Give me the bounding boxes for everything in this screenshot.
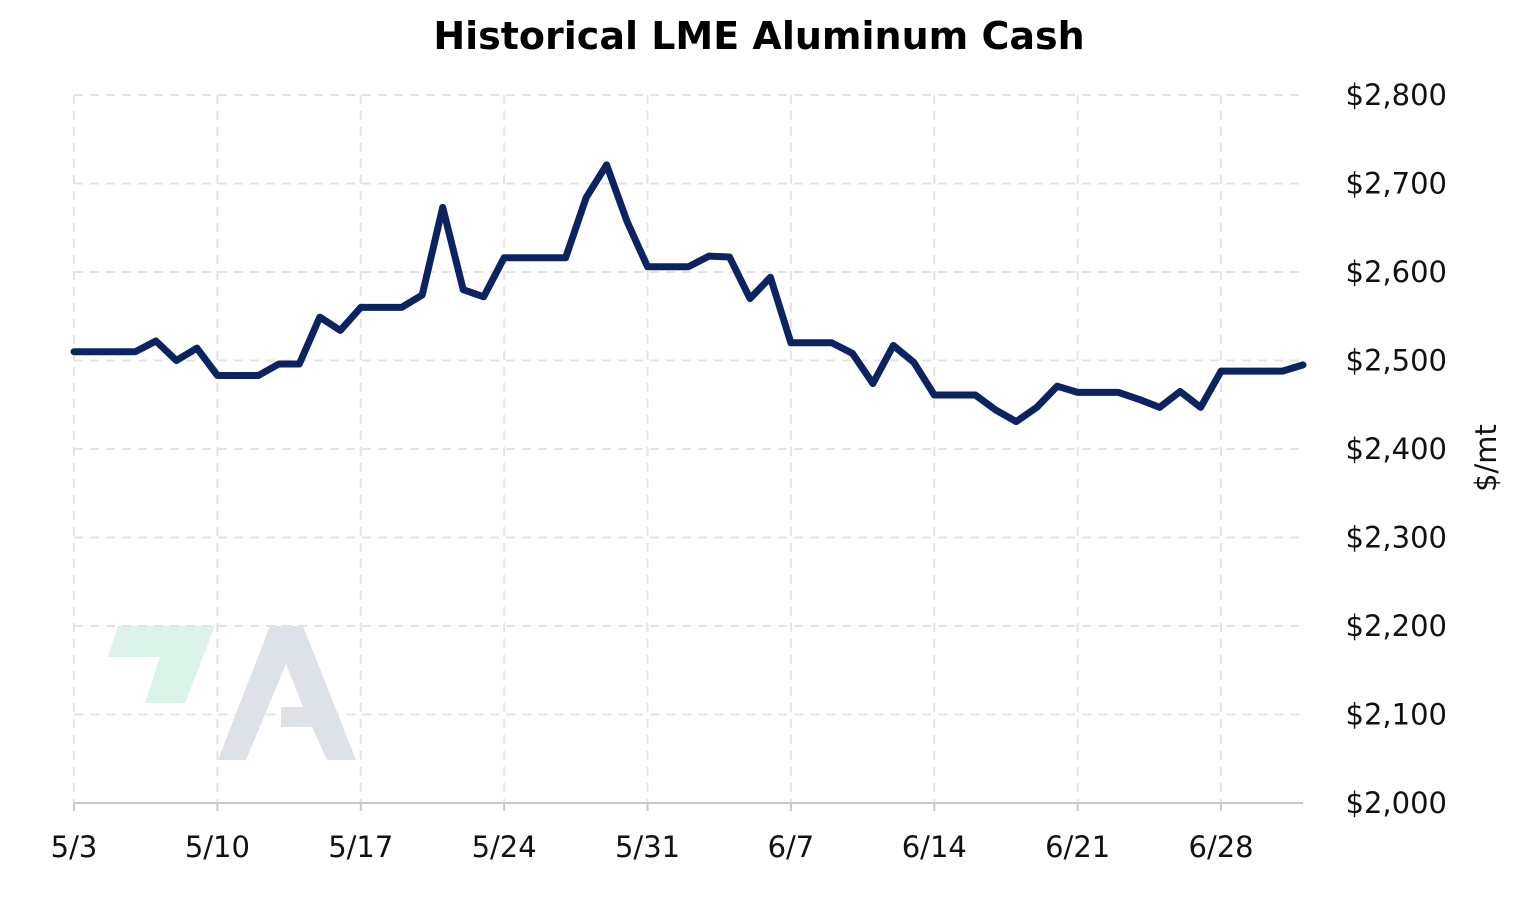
y-tick-label: $2,100 — [1346, 698, 1447, 732]
y-axis-title: $/mt — [1469, 424, 1503, 492]
x-tick-label: 6/7 — [768, 830, 815, 864]
y-tick-label: $2,300 — [1346, 521, 1447, 555]
series-layer — [70, 161, 1307, 426]
x-tick-label: 5/3 — [51, 830, 98, 864]
watermark-logo-icon — [108, 626, 356, 760]
chart-title: Historical LME Aluminum Cash — [433, 14, 1085, 58]
axes: $2,000 $2,100 $2,200 $2,300 $2,400 $2,500 $2,6… — [51, 78, 1447, 864]
y-tick-label: $2,000 — [1346, 786, 1447, 820]
y-tick-label: $2,700 — [1346, 167, 1447, 201]
x-tick-label: 5/10 — [185, 830, 250, 864]
y-tick-label: $2,400 — [1346, 432, 1447, 466]
x-tick-label: 5/24 — [472, 830, 537, 864]
x-tick-label: 6/21 — [1045, 830, 1110, 864]
x-tick-label: 5/31 — [615, 830, 680, 864]
y-tick-label: $2,500 — [1346, 344, 1447, 378]
y-tick-label: $2,200 — [1346, 609, 1447, 643]
x-tick-label: 6/14 — [902, 830, 967, 864]
y-tick-label: $2,800 — [1346, 78, 1447, 112]
series-line — [70, 161, 1307, 426]
grid — [73, 94, 1303, 803]
y-tick-label: $2,600 — [1346, 255, 1447, 289]
x-tick-label: 6/28 — [1189, 830, 1254, 864]
x-tick-label: 5/17 — [328, 830, 393, 864]
